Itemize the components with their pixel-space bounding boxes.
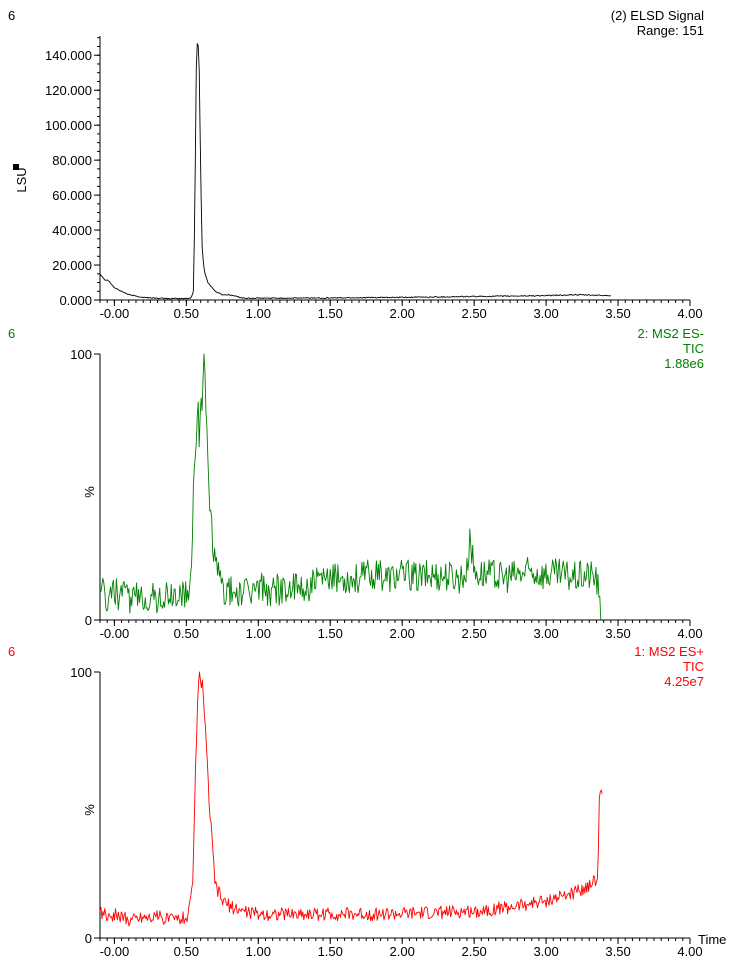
x-tick-label: 1.00 xyxy=(246,306,271,321)
panel-subtitle: TIC xyxy=(683,341,704,356)
y-tick-label: 100 xyxy=(70,665,92,680)
lsu-marker xyxy=(13,164,19,170)
y-tick-label: 0 xyxy=(85,931,92,946)
x-tick-label: 0.50 xyxy=(174,306,199,321)
x-tick-label: 3.50 xyxy=(605,306,630,321)
x-tick-label: 3.00 xyxy=(533,306,558,321)
x-tick-label: 0.50 xyxy=(174,626,199,641)
x-tick-label: 1.50 xyxy=(318,626,343,641)
x-tick-label: 2.50 xyxy=(461,306,486,321)
y-axis-label: LSU xyxy=(14,167,29,192)
x-tick-label: 3.00 xyxy=(533,944,558,959)
x-axis-label: Time xyxy=(698,932,726,947)
sample-label: 6 xyxy=(8,644,15,659)
panel-scale-label: 4.25e7 xyxy=(664,674,704,689)
x-tick-label: 1.50 xyxy=(318,306,343,321)
y-tick-label: 100.000 xyxy=(45,118,92,133)
sample-label: 6 xyxy=(8,8,15,23)
trace-line xyxy=(99,43,612,300)
y-tick-label: 80.000 xyxy=(52,153,92,168)
panel-title: 1: MS2 ES+ xyxy=(634,644,704,659)
y-tick-label: 20.000 xyxy=(52,258,92,273)
x-tick-label: -0.00 xyxy=(100,306,130,321)
x-tick-label: 0.50 xyxy=(174,944,199,959)
panel-scale-label: 1.88e6 xyxy=(664,356,704,371)
y-tick-label: 0 xyxy=(85,613,92,628)
x-tick-label: 4.00 xyxy=(677,944,702,959)
y-tick-label: 140.000 xyxy=(45,48,92,63)
panel-subtitle: Range: 151 xyxy=(637,23,704,38)
y-tick-label: 100 xyxy=(70,347,92,362)
x-tick-label: 3.00 xyxy=(533,626,558,641)
trace-line xyxy=(99,671,603,927)
x-tick-label: 1.00 xyxy=(246,626,271,641)
x-tick-label: 2.00 xyxy=(390,626,415,641)
y-axis-label: % xyxy=(82,486,97,498)
x-tick-label: 3.50 xyxy=(605,944,630,959)
x-tick-label: 1.50 xyxy=(318,944,343,959)
y-axis-label: % xyxy=(82,804,97,816)
y-tick-label: 0.000 xyxy=(59,293,92,308)
sample-label: 6 xyxy=(8,326,15,341)
trace-line xyxy=(99,353,602,621)
x-tick-label: 1.00 xyxy=(246,944,271,959)
x-tick-label: 2.00 xyxy=(390,944,415,959)
x-tick-label: 3.50 xyxy=(605,626,630,641)
x-tick-label: 4.00 xyxy=(677,306,702,321)
panel-title: 2: MS2 ES- xyxy=(638,326,704,341)
x-tick-label: -0.00 xyxy=(100,626,130,641)
x-tick-label: 2.50 xyxy=(461,944,486,959)
x-tick-label: 2.50 xyxy=(461,626,486,641)
panel-subtitle: TIC xyxy=(683,659,704,674)
panel-title: (2) ELSD Signal xyxy=(611,8,704,23)
y-tick-label: 40.000 xyxy=(52,223,92,238)
y-tick-label: 120.000 xyxy=(45,83,92,98)
x-tick-label: 2.00 xyxy=(390,306,415,321)
x-tick-label: 4.00 xyxy=(677,626,702,641)
x-tick-label: -0.00 xyxy=(100,944,130,959)
y-tick-label: 60.000 xyxy=(52,188,92,203)
